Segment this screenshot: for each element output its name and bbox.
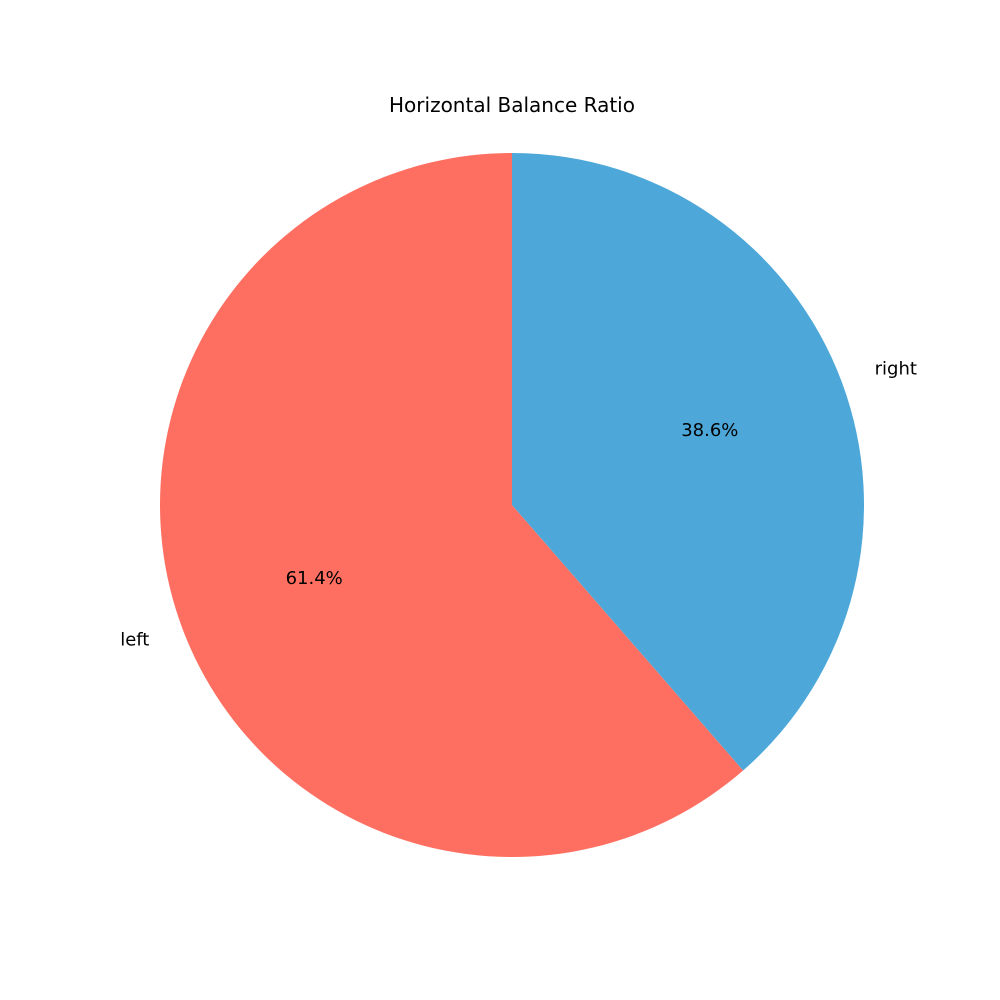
pct-label-left: 61.4% (286, 568, 343, 589)
pie-slice-left (159, 153, 744, 857)
pie-slices (159, 153, 864, 857)
chart-title: Horizontal Balance Ratio (389, 93, 635, 117)
pie-labels: left 61.4% right 38.6% (120, 358, 917, 650)
slice-label-right: right (875, 358, 917, 379)
slice-label-left: left (120, 630, 149, 651)
pct-label-right: 38.6% (681, 420, 738, 441)
pie-slice-right (512, 153, 864, 771)
